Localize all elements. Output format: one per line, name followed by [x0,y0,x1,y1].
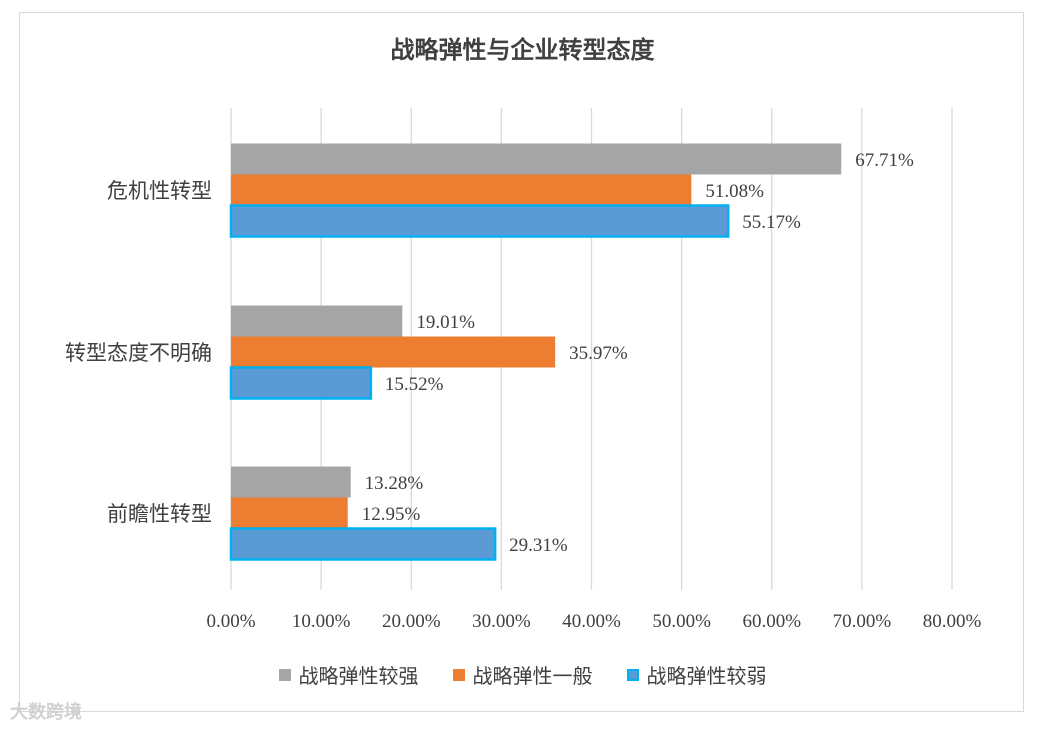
bar [231,466,351,498]
x-tick-label: 80.00% [923,611,982,632]
x-tick-label: 30.00% [472,611,531,632]
legend: 战略弹性较强 战略弹性一般 战略弹性较弱 [0,660,1045,689]
category-label: 危机性转型 [107,179,212,203]
category-label: 前瞻性转型 [107,502,212,526]
data-label: 55.17% [742,212,801,233]
legend-swatch-weak [626,668,639,681]
legend-item-weak: 战略弹性较弱 [626,660,767,689]
x-tick-label: 0.00% [206,611,255,632]
bar [229,366,373,400]
x-tick-label: 10.00% [292,611,351,632]
legend-swatch-strong [278,668,291,681]
data-label: 12.95% [362,504,421,525]
legend-swatch-medium [452,668,465,681]
data-label: 51.08% [705,181,764,202]
data-label: 13.28% [365,473,424,494]
x-tick-label: 20.00% [382,611,441,632]
bar [231,497,348,529]
watermark-logo: 大数跨境 [10,702,82,723]
x-tick-label: 70.00% [833,611,892,632]
bar [229,204,730,238]
data-labels: 67.71% 51.08% 55.17% 19.01% 35.97% 15.52% 13.2… [362,150,914,556]
data-label: 19.01% [416,312,475,333]
x-tick-label: 50.00% [652,611,711,632]
legend-label-weak: 战略弹性较弱 [646,664,767,688]
bar [231,305,403,337]
data-label: 67.71% [855,150,914,171]
bar [231,143,842,175]
x-tick-label: 60.00% [742,611,801,632]
x-tick-label: 40.00% [562,611,621,632]
bar [229,527,497,561]
legend-item-strong: 战略弹性较强 [278,660,419,689]
tick-labels: 0.00% 10.00% 20.00% 30.00% 40.00% 50.00% 60.00… [206,611,981,632]
data-label: 35.97% [569,343,628,364]
legend-label-medium: 战略弹性一般 [472,664,593,688]
chart-title: 战略弹性与企业转型态度 [390,36,655,64]
legend-item-medium: 战略弹性一般 [452,660,593,689]
data-label: 29.31% [509,535,568,556]
bar [231,336,556,368]
bar [231,174,692,206]
bars [229,143,842,561]
legend-label-strong: 战略弹性较强 [298,664,419,688]
category-label: 转型态度不明确 [65,341,212,365]
data-label: 15.52% [385,374,444,395]
